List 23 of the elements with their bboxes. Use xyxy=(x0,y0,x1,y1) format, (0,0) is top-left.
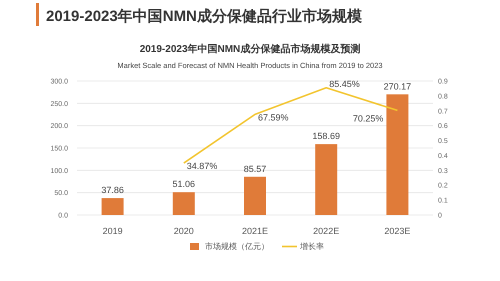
data-label: 158.69 xyxy=(312,131,340,142)
x-tick-label: 2020 xyxy=(174,226,194,236)
legend-label: 市场规模（亿元） xyxy=(205,242,269,251)
data-label: 67.59% xyxy=(258,112,289,122)
bar xyxy=(172,192,195,215)
bar xyxy=(244,176,266,215)
x-tick-label: 2021E xyxy=(242,226,268,236)
data-label: 51.06 xyxy=(172,179,196,190)
chart-title: 2019-2023年中国NMN成分保健品行业市场规模 xyxy=(46,7,363,25)
legend-label: 增长率 xyxy=(299,242,324,251)
bar xyxy=(102,198,124,215)
data-label: 270.17 xyxy=(384,81,412,92)
bar xyxy=(315,144,338,215)
x-tick-label: 2022E xyxy=(313,226,340,236)
x-tick-label: 2023E xyxy=(384,226,410,236)
data-label: 85.57 xyxy=(244,164,266,174)
data-label: 70.25% xyxy=(352,113,384,124)
x-tick-label: 2019 xyxy=(102,226,123,236)
data-label: 34.87% xyxy=(186,161,218,172)
data-label: 85.45% xyxy=(329,78,360,89)
chart-subtitle: 2019-2023年中国NMN成分保健品市场规模及预测 xyxy=(140,43,360,55)
data-label: 37.86 xyxy=(101,185,124,196)
bar xyxy=(386,94,408,215)
